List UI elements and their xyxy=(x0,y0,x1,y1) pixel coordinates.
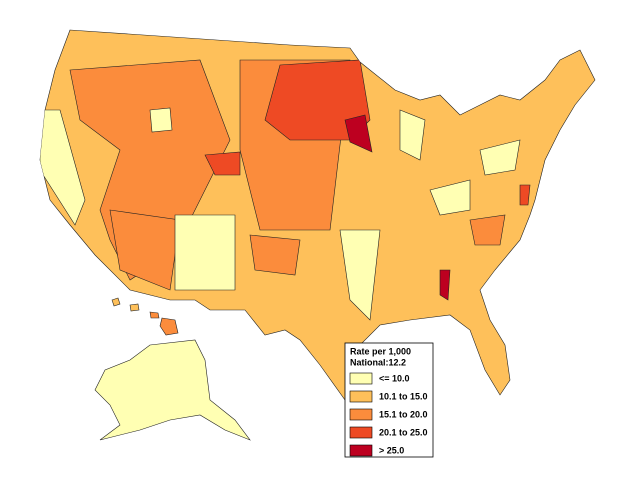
region xyxy=(399,109,426,161)
region xyxy=(339,229,381,321)
island xyxy=(111,297,121,307)
region xyxy=(439,269,451,301)
legend-swatch xyxy=(349,390,373,403)
legend-subtitle: National:12.2 xyxy=(350,357,406,367)
region xyxy=(40,109,86,226)
contiguous-us xyxy=(39,29,596,406)
region xyxy=(204,151,241,176)
region xyxy=(479,139,521,176)
region xyxy=(429,179,471,216)
legend-swatch xyxy=(349,426,373,439)
legend-swatch xyxy=(349,408,373,421)
legend-label: 15.1 to 20.0 xyxy=(379,409,428,419)
region xyxy=(249,234,301,276)
legend-swatch xyxy=(349,372,373,385)
region xyxy=(344,114,373,153)
legend: Rate per 1,000 National:12.2 <= 10.0 10.1… xyxy=(344,342,434,458)
regions xyxy=(40,59,531,321)
region xyxy=(519,184,531,206)
region xyxy=(174,214,236,291)
alaska xyxy=(94,339,251,441)
island xyxy=(149,311,160,319)
legend-label: 20.1 to 25.0 xyxy=(379,427,428,437)
legend-label: > 25.0 xyxy=(379,445,404,455)
region xyxy=(469,214,506,246)
region xyxy=(149,107,173,133)
region xyxy=(109,209,181,291)
island xyxy=(159,317,179,336)
island xyxy=(129,303,140,312)
legend-title: Rate per 1,000 xyxy=(350,346,411,356)
legend-label: 10.1 to 15.0 xyxy=(379,391,428,401)
legend-swatch xyxy=(349,444,373,457)
hawaii xyxy=(111,297,179,336)
legend-label: <= 10.0 xyxy=(379,373,410,383)
